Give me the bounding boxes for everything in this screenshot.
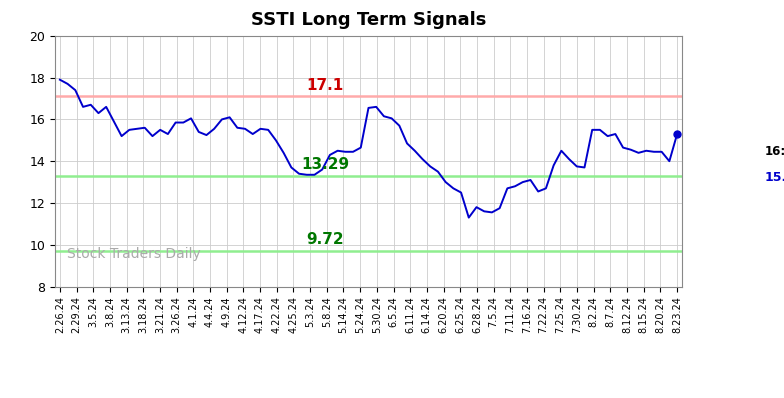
Text: 16:00: 16:00 [764, 145, 784, 158]
Text: 13.29: 13.29 [301, 157, 350, 172]
Text: 9.72: 9.72 [307, 232, 344, 247]
Title: SSTI Long Term Signals: SSTI Long Term Signals [251, 11, 486, 29]
Text: 15.29: 15.29 [764, 171, 784, 183]
Text: Stock Traders Daily: Stock Traders Daily [67, 248, 201, 261]
Text: 17.1: 17.1 [307, 78, 344, 93]
